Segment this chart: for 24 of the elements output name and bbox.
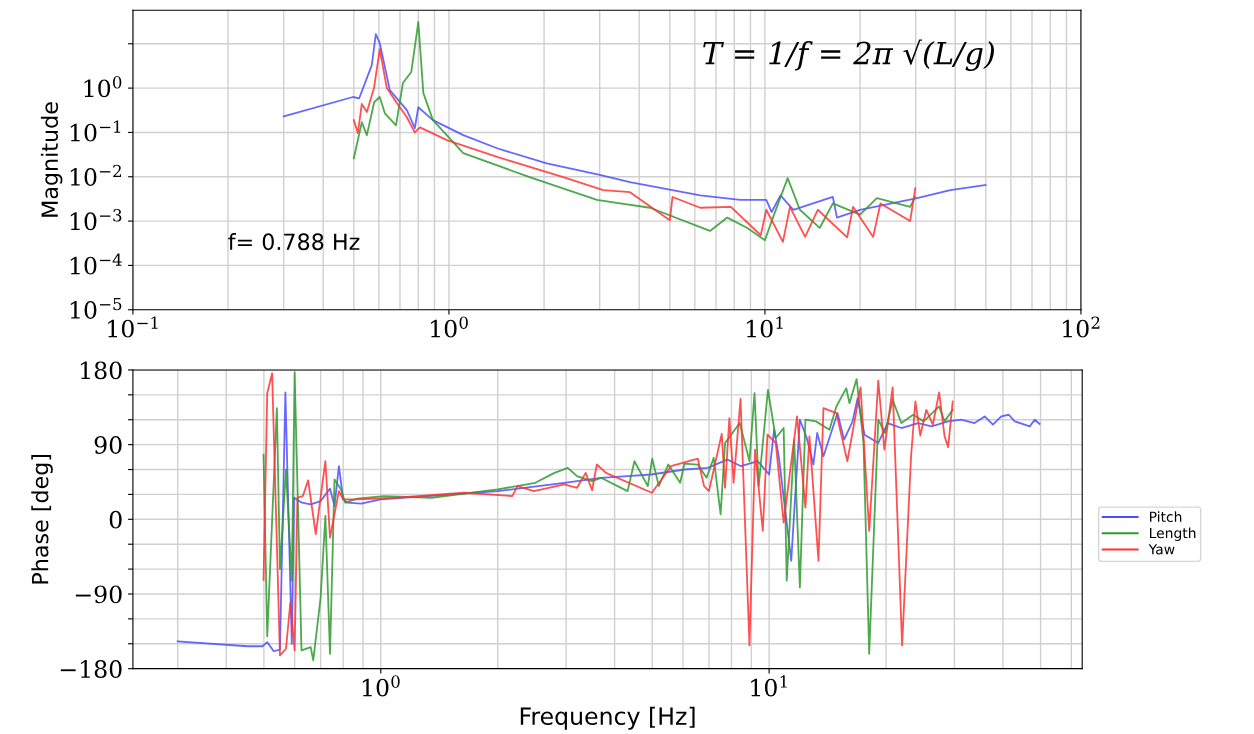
x-tick-label: 10$^{−1}$ <box>108 316 158 338</box>
y-tick-label: 10$^{−2}$ <box>70 164 121 186</box>
x-tick-label: 10$^{2}$ <box>1063 316 1100 338</box>
y-tick-label: −180 <box>60 660 122 678</box>
y-tick-label: −90 <box>75 585 122 604</box>
legend-label: Length <box>1150 527 1196 541</box>
x-tick-label: 10$^{0}$ <box>431 316 468 338</box>
y-tick-label: 10$^{−5}$ <box>70 297 122 319</box>
legend-label: Yaw <box>1148 544 1175 555</box>
y-tick-label: 10$^{−1}$ <box>70 120 121 142</box>
x-tick-label: 10$^{1}$ <box>751 675 787 697</box>
y-tick-label: 10$^{−4}$ <box>70 253 122 275</box>
x-axis-title: Frequency [Hz] <box>520 706 695 730</box>
y-axis-title: Magnitude <box>40 102 63 217</box>
x-tick-label: 10$^{1}$ <box>747 316 783 338</box>
y-tick-label: 10$^{−3}$ <box>70 209 122 231</box>
y-axis-title: Phase [deg] <box>31 454 53 584</box>
annotation: T = 1/f = 2π √(L/g) <box>703 39 994 71</box>
legend-label: Pitch <box>1150 511 1182 523</box>
y-tick-label: 0 <box>109 510 122 529</box>
y-tick-label: 10$^{0}$ <box>84 76 122 98</box>
y-tick-label: 90 <box>94 436 122 454</box>
annotation: f= 0.788 Hz <box>228 232 360 251</box>
y-tick-label: 180 <box>81 361 122 380</box>
